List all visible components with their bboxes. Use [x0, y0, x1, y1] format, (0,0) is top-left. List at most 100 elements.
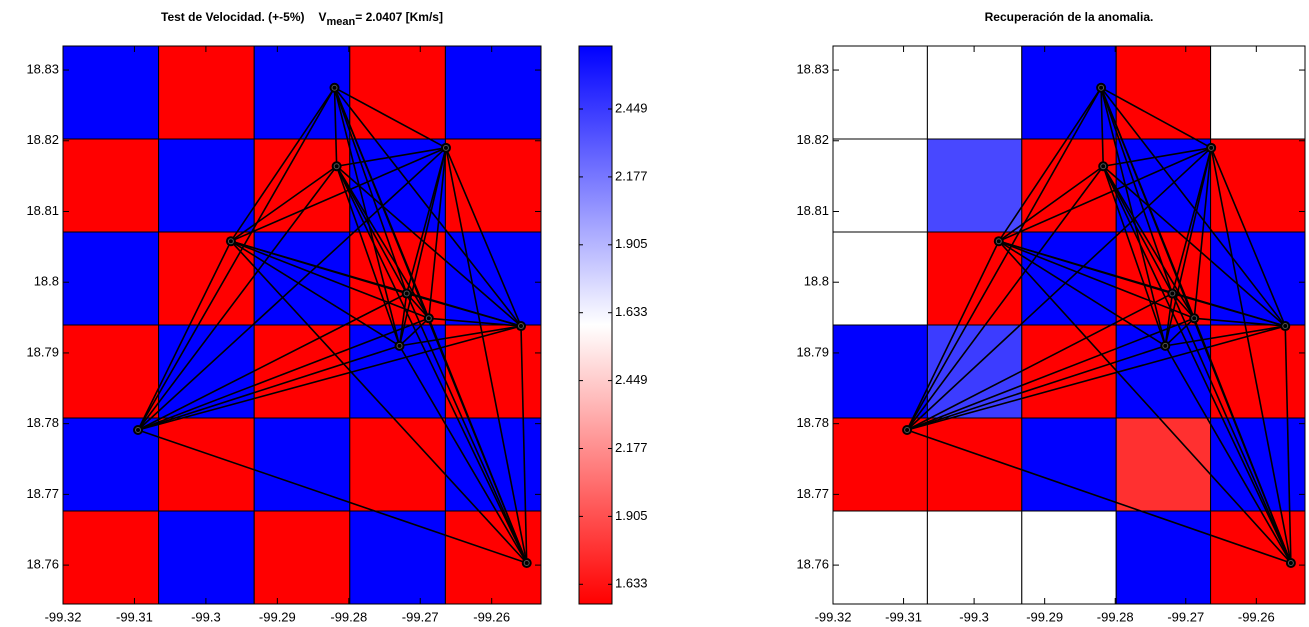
station — [1160, 340, 1171, 351]
colorbar-tick-label: 2.177 — [615, 440, 648, 455]
title-text: Test de Velocidad. (+-5%) — [161, 10, 304, 24]
x-tick-label: -99.31 — [116, 609, 153, 624]
title-suffix: = 2.0407 [Km/s] — [355, 10, 443, 24]
ray — [1103, 147, 1212, 168]
x-tick-label: -99.28 — [1097, 609, 1134, 624]
station-ring — [227, 238, 234, 245]
ray — [1100, 87, 1212, 149]
station — [1206, 142, 1217, 153]
cell — [926, 45, 1023, 140]
ray — [137, 292, 408, 431]
ray — [398, 317, 430, 347]
x-tick-label: -99.32 — [815, 609, 852, 624]
ray — [428, 317, 528, 564]
x-tick-label: -99.29 — [259, 609, 296, 624]
ray — [998, 240, 1292, 564]
cell — [62, 324, 160, 419]
ray — [1194, 317, 1286, 327]
ray — [405, 147, 447, 294]
x-tick-label: -99.31 — [885, 609, 922, 624]
station — [225, 236, 236, 247]
station — [521, 557, 532, 568]
station-ring — [1098, 84, 1105, 91]
title-sub: mean — [327, 16, 356, 28]
y-tick-label: 18.83 — [26, 61, 59, 76]
cell — [832, 510, 928, 605]
ray — [998, 147, 1212, 242]
ray — [520, 326, 528, 564]
ray — [998, 87, 1102, 242]
colorbar-tick-label: 2.449 — [615, 372, 648, 387]
ray — [1165, 325, 1286, 347]
colorbar-tick-label: 1.633 — [615, 576, 648, 591]
y-tick-label: 18.83 — [796, 61, 829, 76]
ray — [1164, 317, 1195, 347]
ray — [998, 240, 1195, 320]
station-ring — [1169, 290, 1176, 297]
ray — [335, 165, 408, 294]
ray — [230, 240, 528, 564]
y-tick-label: 18.82 — [796, 132, 829, 147]
cell — [349, 417, 446, 512]
ray — [230, 240, 430, 320]
colorbar-tick-label: 1.905 — [615, 508, 648, 523]
ray — [906, 325, 1286, 431]
ray — [998, 165, 1104, 242]
cell — [1021, 138, 1117, 233]
y-tick-label: 18.77 — [796, 486, 829, 501]
station — [331, 161, 342, 172]
ray — [335, 165, 528, 564]
ray — [1100, 87, 1174, 294]
cell — [158, 45, 255, 140]
ray — [405, 293, 528, 564]
station-ring — [425, 315, 432, 322]
ray — [406, 292, 522, 327]
cell — [832, 324, 928, 419]
cell — [1115, 510, 1212, 605]
axes-frame — [832, 45, 1306, 605]
ray — [1193, 317, 1292, 564]
ray — [1171, 147, 1212, 294]
cell — [253, 324, 351, 419]
ray — [1102, 165, 1195, 319]
title-var: V — [319, 10, 327, 24]
cell — [444, 417, 542, 512]
cell — [253, 138, 351, 233]
cell — [253, 510, 351, 605]
ray — [428, 317, 522, 327]
station — [133, 425, 144, 436]
x-tick-label: -99.3 — [191, 609, 221, 624]
x-tick-label: -99.26 — [473, 609, 510, 624]
ray — [906, 317, 1195, 431]
ray — [906, 240, 1000, 431]
ray — [906, 165, 1104, 431]
ray — [335, 165, 430, 319]
y-tick-label: 18.78 — [26, 415, 59, 430]
cell — [62, 510, 160, 605]
ray — [137, 317, 430, 431]
ray — [1171, 293, 1292, 564]
ray — [1102, 165, 1292, 564]
ray — [906, 429, 1292, 564]
ray — [230, 165, 338, 242]
cell — [832, 45, 928, 140]
ray — [137, 429, 527, 564]
station — [515, 321, 526, 332]
station — [1098, 161, 1109, 172]
cell — [444, 324, 542, 419]
cell — [62, 45, 160, 140]
y-tick-label: 18.81 — [796, 203, 829, 218]
ray — [230, 240, 400, 347]
station-ring — [1287, 559, 1294, 566]
ray — [906, 87, 1102, 431]
station-ring — [995, 238, 1002, 245]
ray — [230, 87, 336, 242]
ray — [998, 240, 1166, 347]
ray — [137, 345, 400, 431]
ray — [1164, 345, 1292, 564]
station — [440, 142, 451, 153]
station — [1167, 288, 1178, 299]
y-tick-label: 18.82 — [26, 132, 59, 147]
ray — [1172, 292, 1286, 327]
